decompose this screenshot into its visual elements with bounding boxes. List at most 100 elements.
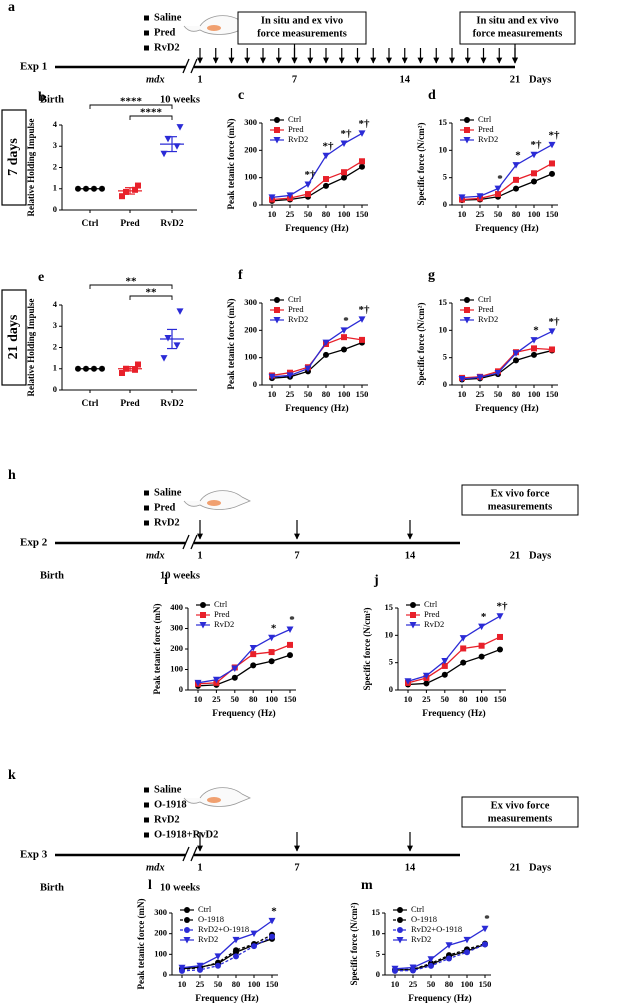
y-tick-label: 0 [376, 969, 380, 979]
y-tick-label: 5 [443, 352, 447, 362]
x-tick-label: 100 [265, 694, 278, 704]
data-point [531, 170, 537, 177]
mouse-muscle [207, 25, 221, 31]
y-tick-label: 0 [53, 384, 57, 394]
y-tick-label: 0 [443, 199, 447, 209]
legend-label: RvD2 [198, 934, 218, 944]
bullet [144, 15, 149, 21]
side-label: 7 days [1, 109, 27, 206]
measurement-text: force measurements [257, 28, 347, 39]
y-tick-label: 4 [53, 119, 58, 129]
data-point [322, 339, 330, 347]
data-point [530, 337, 538, 344]
data-point [268, 649, 275, 656]
y-tick-label: 0 [53, 204, 57, 214]
panel-label: m [361, 878, 373, 893]
legend-marker [464, 117, 470, 123]
x-axis-label: Frequency (Hz) [195, 993, 258, 1004]
bullet [144, 802, 149, 808]
data-point [513, 176, 519, 183]
significance-label: *† [305, 169, 317, 181]
data-point [391, 965, 399, 973]
day-label: 1 [197, 862, 202, 873]
legend-marker [396, 937, 404, 944]
data-point [445, 942, 453, 949]
data-point [173, 342, 181, 349]
treatment: RvD2 [154, 814, 180, 825]
data-point [340, 327, 348, 334]
data-point [249, 644, 257, 652]
x-tick-label: 25 [212, 694, 221, 704]
data-point [132, 186, 138, 193]
series-line [181, 936, 273, 972]
chart: f Peak tetanic force (mN) 0 100 200 300 10 25 50… [226, 268, 370, 414]
measurement-text: measurements [488, 501, 553, 512]
x-tick-label: 150 [546, 209, 559, 219]
data-point [423, 680, 430, 687]
data-point [323, 182, 329, 189]
data-point [196, 962, 204, 970]
data-point [323, 351, 329, 358]
treatment: O-1918+RvD2 [154, 829, 218, 840]
data-point [194, 679, 202, 687]
x-tick-label: 25 [286, 389, 295, 399]
legend-marker [274, 307, 280, 313]
significance-bracket [89, 284, 173, 289]
measurement-box [461, 484, 579, 516]
mouse-icon [183, 15, 251, 35]
mouse-muscle [207, 797, 221, 803]
treatment: Pred [154, 502, 176, 513]
timeline: h Saline Pred RvD2 Exp 2 1 7 14 21 Days mdx Birth 10… [8, 468, 579, 581]
axis-break [190, 846, 198, 862]
panel-label: g [428, 268, 435, 283]
data-point [215, 962, 221, 969]
mouse-icon [183, 490, 251, 510]
data-point [512, 350, 520, 357]
data-point [478, 623, 486, 631]
series-line [461, 144, 553, 198]
x-tick-label: 50 [427, 979, 436, 989]
side-label-text: 7 days [6, 138, 21, 176]
y-axis-label: Specific force (N/cm²) [362, 608, 372, 691]
x-tick-label: 100 [338, 389, 351, 399]
data-point [132, 366, 138, 373]
y-tick-label: 300 [244, 117, 257, 127]
axis-break [182, 846, 190, 862]
x-tick-label: 150 [356, 389, 369, 399]
day-unit: Days [529, 74, 551, 85]
birth: Birth [40, 94, 64, 105]
timeline: a Saline Pred RvD2 Exp 1 1 7 14 21 Days mdx Birth 10… [8, 0, 576, 105]
y-tick-label: 2 [53, 161, 57, 171]
x-tick-label: 50 [441, 694, 450, 704]
y-tick-label: 2 [53, 341, 57, 351]
x-tick-label: 150 [284, 694, 297, 704]
data-point [531, 345, 537, 352]
data-point [404, 678, 412, 685]
x-tick-label: 80 [232, 979, 241, 989]
data-point [428, 962, 434, 969]
axis-break [182, 58, 190, 74]
data-point [476, 193, 484, 200]
legend-marker [464, 127, 470, 133]
significance-label: * [343, 315, 349, 327]
day-label: 21 [510, 74, 521, 85]
y-tick-label: 3 [53, 320, 57, 330]
data-point [458, 375, 466, 383]
y-axis-label: Specific force (N/cm²) [416, 123, 426, 206]
data-point [268, 634, 276, 642]
significance-label: * [481, 611, 487, 623]
legend-marker [183, 937, 191, 944]
legend-label: Ctrl [411, 904, 425, 914]
panel-label: i [164, 573, 168, 588]
data-point [549, 170, 555, 177]
panel-label: j [373, 573, 379, 588]
series-line [197, 654, 291, 687]
x-tick-label: 150 [546, 389, 559, 399]
data-point [513, 185, 519, 192]
y-tick-label: 200 [170, 643, 183, 653]
x-tick-label: 100 [338, 209, 351, 219]
y-axis-label: Specific force (N/cm²) [416, 303, 426, 386]
x-tick-label: 150 [479, 979, 492, 989]
legend-label: Ctrl [288, 294, 302, 304]
